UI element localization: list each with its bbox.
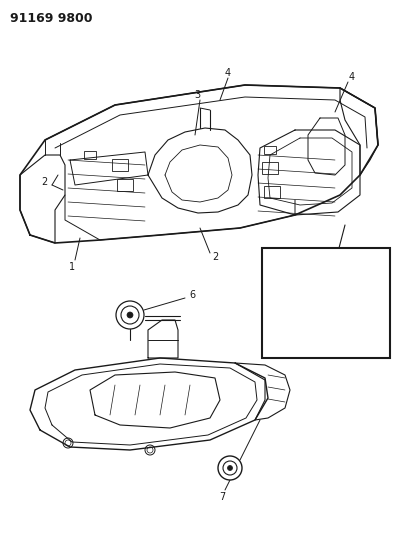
Text: 7: 7: [219, 492, 225, 502]
Text: 1: 1: [69, 262, 75, 272]
Circle shape: [218, 456, 242, 480]
Text: 5: 5: [269, 343, 275, 353]
Circle shape: [127, 312, 133, 318]
Text: 4: 4: [349, 72, 355, 82]
Circle shape: [116, 301, 144, 329]
Bar: [262, 248, 390, 358]
Text: 6: 6: [189, 290, 195, 300]
Text: 4: 4: [225, 68, 231, 78]
Text: 2: 2: [212, 252, 218, 262]
Text: 91169 9800: 91169 9800: [10, 12, 92, 25]
Text: 2: 2: [41, 177, 47, 187]
Text: 3: 3: [194, 90, 200, 100]
Circle shape: [228, 465, 232, 471]
